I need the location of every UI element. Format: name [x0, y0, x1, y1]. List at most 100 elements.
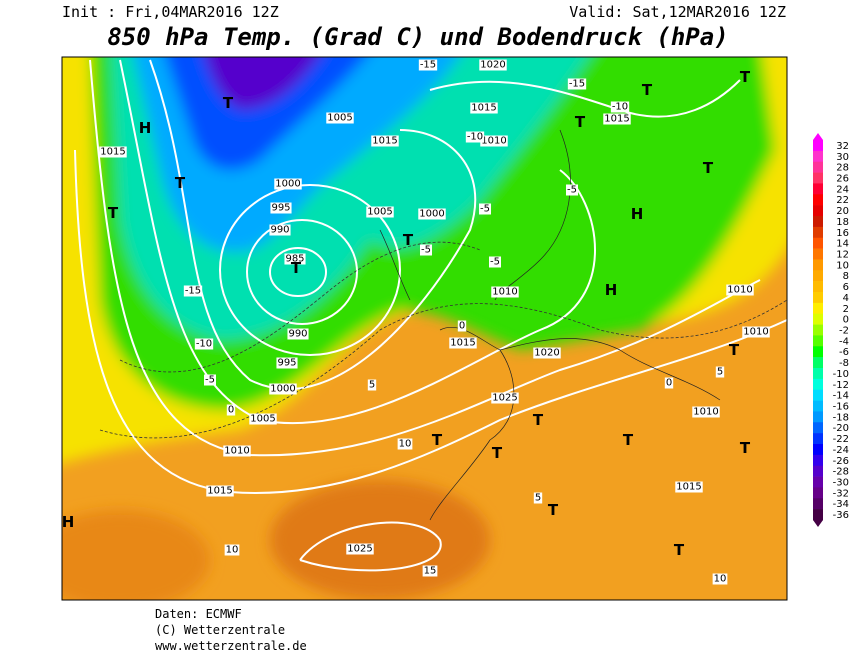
- isobar-label-box: [326, 112, 354, 124]
- low-pressure-marker: T: [548, 501, 559, 519]
- isobar-label-box: [742, 326, 770, 338]
- colorbar: 32302826242220181614121086420-2-4-6-8-10…: [813, 133, 849, 527]
- isotherm-label: 5: [717, 367, 723, 378]
- isotherm-label: -15: [569, 79, 585, 90]
- colorbar-tick-label: 8: [843, 271, 849, 282]
- colorbar-segment: [813, 140, 823, 152]
- isobar-label: 1015: [471, 103, 496, 114]
- isobars: [74, 59, 787, 572]
- valid-time: Valid: Sat,12MAR2016 12Z: [569, 3, 786, 21]
- isobar-label-box: [223, 445, 251, 457]
- isobar-label: 1015: [207, 486, 232, 497]
- low-pressure-marker: T: [108, 204, 119, 222]
- colorbar-tick-label: -8: [839, 358, 849, 369]
- colorbar-segment: [813, 357, 823, 369]
- isotherm-label-box: [567, 78, 587, 90]
- map: 9859909951000100510101015102510251020101…: [62, 57, 787, 600]
- isobar-label: 1010: [492, 287, 517, 298]
- colorbar-tick-label: 32: [836, 141, 849, 152]
- colorbar-segment: [813, 509, 823, 521]
- isobar-label-box: [692, 406, 720, 418]
- colorbar-segment: [813, 172, 823, 184]
- colorbar-segment: [813, 161, 823, 173]
- footer-source: Daten: ECMWF: [155, 607, 242, 621]
- colorbar-tick-label: -12: [833, 380, 849, 391]
- isotherm-label: -5: [490, 257, 500, 268]
- isobar-label-box: [276, 357, 298, 369]
- low-pressure-marker: T: [175, 174, 186, 192]
- isotherm-label-box: [715, 366, 725, 378]
- colorbar-tick-label: -32: [833, 488, 849, 499]
- isobar-label-box: [491, 286, 519, 298]
- isobar-label: 1015: [100, 147, 125, 158]
- colorbar-segment: [813, 498, 823, 510]
- colorbar-segment: [813, 248, 823, 260]
- isotherm-label-box: [418, 59, 438, 71]
- isobar-label-box: [287, 328, 309, 340]
- isobar-label: 1010: [224, 446, 249, 457]
- colorbar-segment: [813, 476, 823, 488]
- colorbar-tick-label: -14: [833, 391, 849, 402]
- isotherm-label: -5: [480, 204, 490, 215]
- isobar-label-box: [470, 102, 498, 114]
- isobar-label-box: [249, 413, 277, 425]
- colorbar-segment: [813, 205, 823, 217]
- colorbar-tick-label: -20: [833, 423, 849, 434]
- colorbar-tick-label: -2: [839, 326, 849, 337]
- colorbar-segment: [813, 281, 823, 293]
- high-pressure-marker: H: [62, 513, 75, 531]
- isobar-label: 1025: [347, 544, 372, 555]
- isotherm-label-box: [664, 377, 674, 389]
- colorbar-tick-label: 16: [836, 228, 849, 239]
- isotherm-label: -15: [420, 60, 436, 71]
- colorbar-tick-label: -10: [833, 369, 849, 380]
- isotherm-label-box: [422, 565, 438, 577]
- isotherm-label: 0: [459, 321, 465, 332]
- colorbar-tick-label: -18: [833, 412, 849, 423]
- isobar-label: 1010: [481, 136, 506, 147]
- low-pressure-marker: T: [575, 113, 586, 131]
- high-pressure-marker: H: [139, 119, 152, 137]
- isotherm-label-box: [224, 544, 240, 556]
- colorbar-tick-label: 4: [843, 293, 849, 304]
- isobar-label-box: [99, 146, 127, 158]
- isobar-label-box: [269, 383, 297, 395]
- isobar-label: 1010: [693, 407, 718, 418]
- isobar-label: 1015: [604, 114, 629, 125]
- colorbar-segment: [813, 422, 823, 434]
- isobar-label-box: [270, 202, 292, 214]
- colorbar-tick-label: 20: [836, 206, 849, 217]
- colorbar-segment: [813, 400, 823, 412]
- isotherm-label: -5: [567, 185, 577, 196]
- isobar-label: 995: [277, 358, 296, 369]
- isotherm-label-box: [397, 438, 413, 450]
- colorbar-segment: [813, 465, 823, 477]
- isobar-label: 1005: [327, 113, 352, 124]
- colorbar-segment: [813, 226, 823, 239]
- colorbar-segment: [813, 150, 823, 163]
- isotherm-label: 5: [369, 380, 375, 391]
- isotherm-label: -15: [185, 286, 201, 297]
- high-pressure-marker: H: [605, 281, 618, 299]
- isobar-label: 1000: [419, 209, 444, 220]
- colorbar-tick-label: -30: [833, 478, 849, 489]
- colorbar-tick-label: 6: [843, 282, 849, 293]
- colorbar-tick-label: -26: [833, 456, 849, 467]
- isobar-label: 1000: [270, 384, 295, 395]
- isobar-label: 1020: [534, 348, 559, 359]
- isobar-label-box: [269, 224, 291, 236]
- colorbar-segment: [813, 259, 823, 271]
- isobar-label-box: [726, 284, 754, 296]
- isotherm-label: 5: [535, 493, 541, 504]
- colorbar-tick-label: 12: [836, 250, 849, 261]
- init-time: Init : Fri,04MAR2016 12Z: [62, 3, 279, 21]
- isobar-label: 1005: [250, 414, 275, 425]
- colorbar-segment: [813, 270, 823, 282]
- isobar-label-box: [603, 113, 631, 125]
- isotherm-label: 10: [714, 574, 727, 585]
- colorbar-segment: [813, 183, 823, 195]
- isotherm-label: 10: [399, 439, 412, 450]
- low-pressure-marker: T: [533, 411, 544, 429]
- isobar-label-box: [533, 347, 561, 359]
